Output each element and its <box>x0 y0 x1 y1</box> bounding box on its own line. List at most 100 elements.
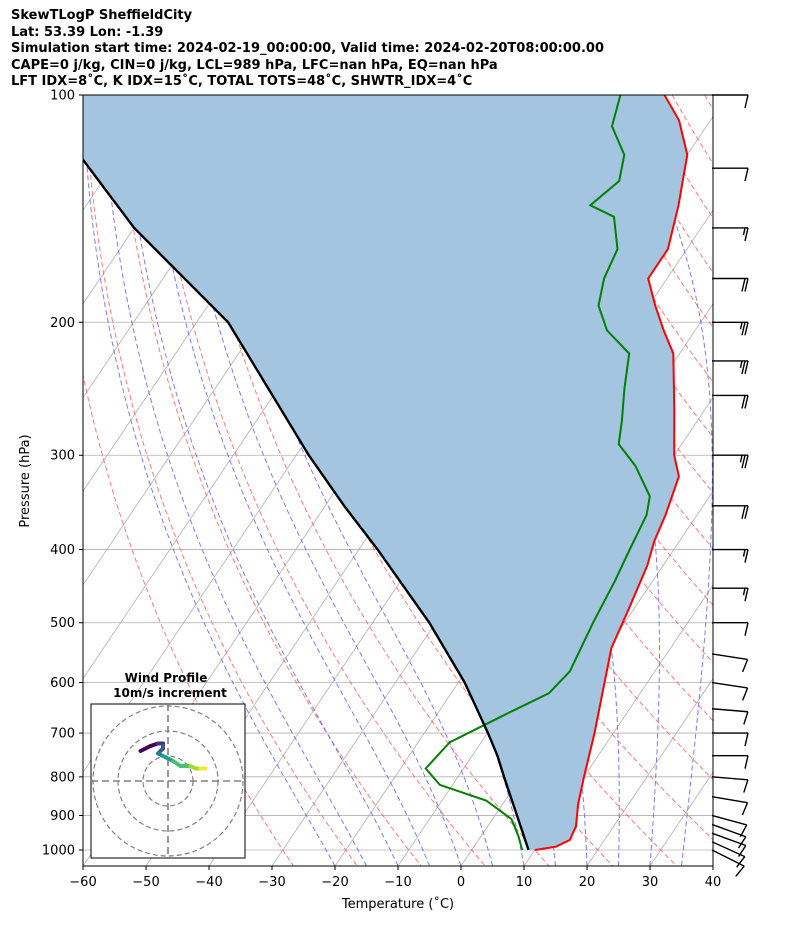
moist-adiabat <box>83 95 336 866</box>
dry-adiabat <box>149 95 486 866</box>
barb-flag <box>735 865 745 877</box>
isotherm-line <box>712 865 713 866</box>
barb-half-flag <box>742 588 746 596</box>
cape-shaded-area <box>83 95 688 850</box>
dry-adiabat <box>737 95 794 866</box>
wind-barbs <box>711 94 749 877</box>
moist-adiabat <box>122 95 399 866</box>
barb-staff <box>711 681 748 689</box>
y-axis-label: Pressure (hPa) <box>18 434 33 527</box>
wind-barb <box>712 732 749 747</box>
y-tick-label: 1000 <box>42 844 75 859</box>
barb-staff <box>711 653 748 661</box>
barb-flag <box>744 94 749 109</box>
wind-barb <box>711 708 749 725</box>
barb-flag <box>744 360 749 375</box>
x-tick-label: −10 <box>384 875 411 890</box>
location-line: Lat: 53.39 Lon: -1.39 <box>11 24 164 40</box>
indices-line-2: LFT IDX=8˚C, K IDX=15˚C, TOTAL TOTS=48˚C… <box>11 74 473 89</box>
wind-barb <box>711 814 748 838</box>
hodograph: Wind Profile 10m/s increment <box>90 671 246 859</box>
y-tick-label: 300 <box>50 449 75 464</box>
moist-adiabat <box>172 95 462 866</box>
dry-adiabat <box>83 372 294 866</box>
x-tick-label: −30 <box>258 875 285 890</box>
barb-flag <box>744 168 749 182</box>
chart-title: SkewTLogP SheffieldCity <box>11 8 193 23</box>
x-tick-label: 10 <box>516 875 533 890</box>
y-tick-label: 500 <box>50 616 75 631</box>
barb-flag <box>737 836 747 849</box>
barb-flag <box>741 395 746 409</box>
dry-adiabat <box>704 95 713 110</box>
dry-adiabat <box>671 95 713 165</box>
wind-barb <box>712 94 749 109</box>
dry-adiabat <box>508 95 713 438</box>
indices-line-1: CAPE=0 j/kg, CIN=0 j/kg, LCL=989 hPa, LF… <box>11 57 498 73</box>
barb-staff <box>711 823 747 838</box>
hodograph-subtitle: 10m/s increment <box>113 686 227 700</box>
barb-flag <box>741 455 746 469</box>
dry-adiabat <box>312 95 713 781</box>
barb-flag <box>739 824 748 838</box>
wind-barb <box>712 227 749 242</box>
y-tick-label: 100 <box>50 89 75 104</box>
barb-flag <box>744 732 749 747</box>
barb-half-flag <box>739 455 743 463</box>
barb-flag <box>743 779 749 793</box>
barb-flag <box>737 845 747 858</box>
barb-staff <box>711 776 748 781</box>
isotherm-line <box>586 677 713 866</box>
barb-flag <box>736 856 746 868</box>
barb-staff <box>711 708 748 713</box>
x-tick-label: 30 <box>642 875 659 890</box>
dewpoint-line <box>424 95 651 851</box>
x-tick-label: 0 <box>457 875 465 890</box>
barb-flag <box>743 711 749 725</box>
wind-barb <box>712 277 749 292</box>
barb-flag <box>741 322 746 336</box>
barb-staff <box>711 832 747 847</box>
x-tick-label: −60 <box>69 875 96 890</box>
barb-staff <box>711 814 747 826</box>
y-tick-label: 700 <box>50 727 75 742</box>
barb-flag <box>741 659 749 673</box>
barb-flag <box>744 227 749 242</box>
wind-barb <box>711 841 746 868</box>
x-tick-label: −40 <box>195 875 222 890</box>
chart-header: SkewTLogP SheffieldCity Lat: 53.39 Lon: … <box>11 8 604 91</box>
wind-barb <box>712 505 749 519</box>
wind-barb <box>711 681 749 701</box>
barb-flag <box>744 622 749 636</box>
barb-half-flag <box>739 360 743 369</box>
barb-flag <box>744 322 749 336</box>
barb-staff <box>711 796 748 804</box>
barb-flag <box>744 278 749 292</box>
isotherm-line <box>523 584 713 866</box>
moist-adiabat <box>146 95 430 866</box>
dry-adiabat <box>770 95 794 866</box>
wind-barb <box>712 622 749 636</box>
barb-flag <box>741 687 749 701</box>
barb-flag <box>744 588 749 602</box>
barb-flag <box>741 360 746 375</box>
wind-barb <box>712 321 749 336</box>
wind-barb <box>712 587 749 602</box>
barb-flag <box>744 395 749 409</box>
y-tick-label: 800 <box>50 770 75 785</box>
wind-barb <box>711 832 747 858</box>
wind-barb <box>711 653 749 673</box>
barb-flag <box>741 802 749 816</box>
barb-flag <box>741 505 746 519</box>
barb-flag <box>741 278 746 292</box>
barb-half-flag <box>742 549 746 557</box>
x-tick-label: 40 <box>705 875 722 890</box>
barb-half-flag <box>742 227 746 236</box>
wind-barb <box>712 360 749 375</box>
x-axis-label: Temperature (˚C) <box>341 896 454 912</box>
wind-barb <box>711 796 749 816</box>
wind-barb <box>711 776 749 793</box>
y-tick-label: 400 <box>50 543 75 558</box>
hodograph-title: Wind Profile <box>125 671 208 685</box>
